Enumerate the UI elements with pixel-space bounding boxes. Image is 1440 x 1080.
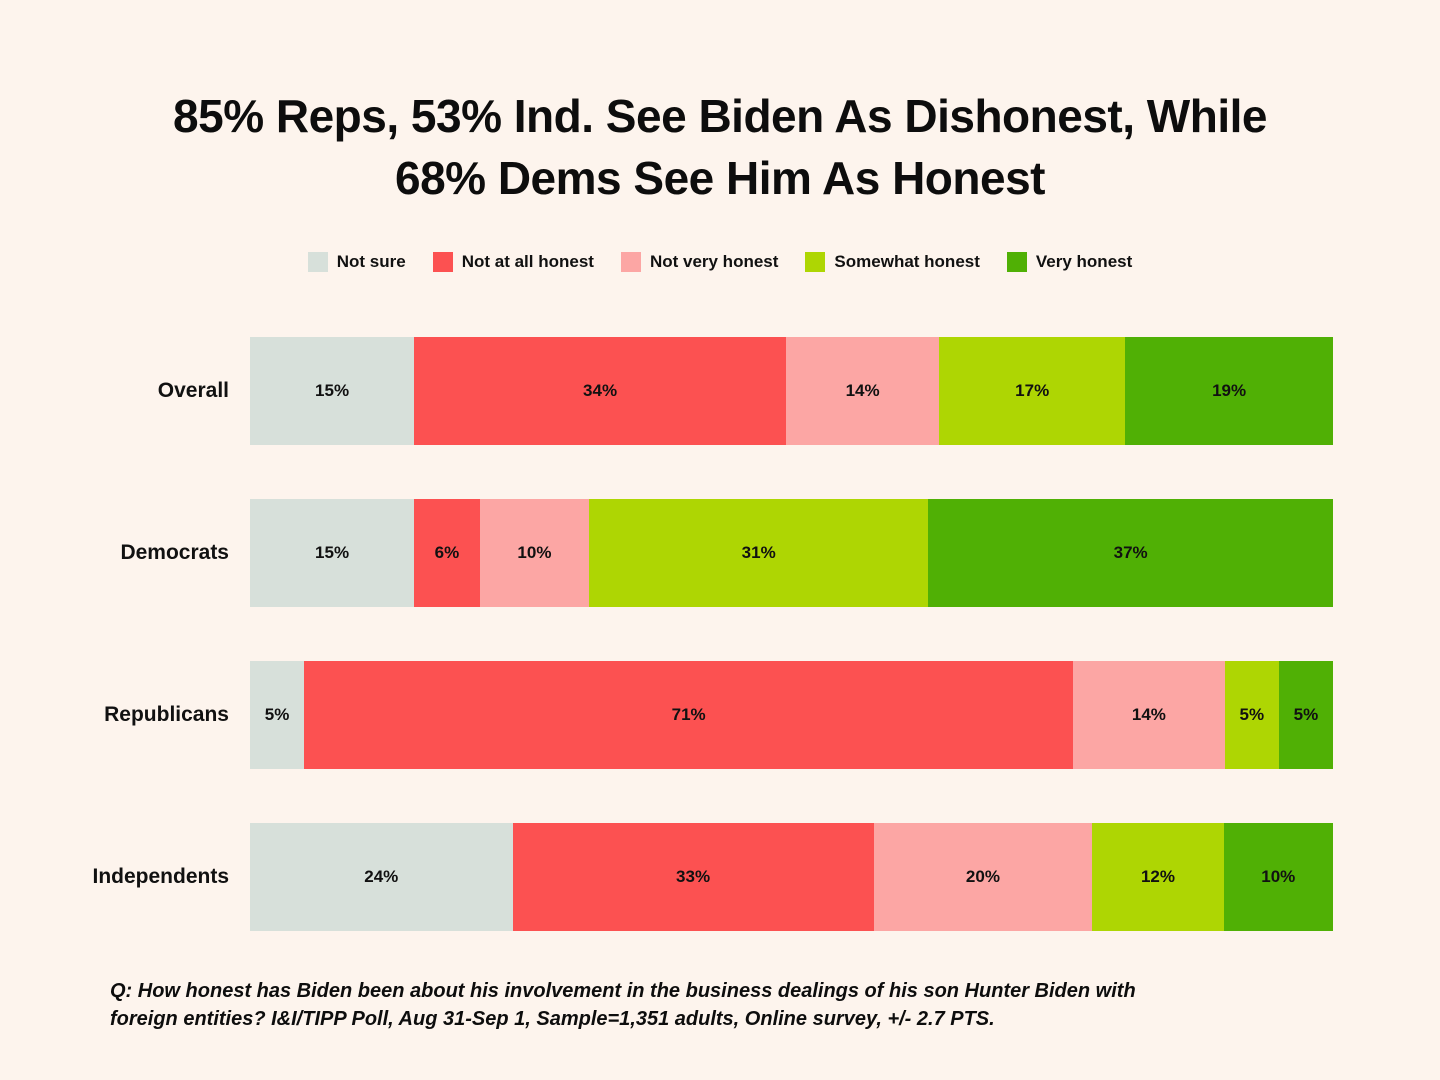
legend-swatch-icon — [432, 252, 453, 272]
bar-segment: 19% — [1125, 337, 1333, 445]
legend-swatch-icon — [307, 252, 328, 272]
bar-row: Overall 15% 34% 14% 17% 19% — [0, 337, 1333, 445]
bar-segment: 6% — [414, 499, 480, 607]
segment-value-label: 19% — [1212, 381, 1247, 400]
stacked-bar: 15% 34% 14% 17% 19% — [250, 337, 1333, 445]
bar-segment: 10% — [1223, 823, 1333, 931]
segment-value-label: 71% — [671, 705, 706, 724]
chart-title: 85% Reps, 53% Ind. See Biden As Dishones… — [60, 85, 1380, 209]
bar-segment: 31% — [589, 499, 929, 607]
stacked-bar: 15% 6% 10% 31% 37% — [250, 499, 1333, 607]
bar-segment: 14% — [786, 337, 940, 445]
bar-segment: 17% — [939, 337, 1126, 445]
bar-segment: 12% — [1092, 823, 1224, 931]
segment-value-label: 14% — [1131, 705, 1166, 724]
segment-value-label: 34% — [583, 381, 618, 400]
legend-item: Not sure — [307, 252, 406, 272]
segment-value-label: 17% — [1015, 381, 1050, 400]
row-label: Independents — [92, 865, 229, 888]
bar-segment: 5% — [1224, 661, 1279, 769]
bar-segment: 34% — [414, 337, 787, 445]
bar-segment: 71% — [304, 661, 1074, 769]
segment-value-label: 24% — [364, 867, 399, 886]
segment-value-label: 37% — [1113, 543, 1148, 562]
segment-value-label: 5% — [1239, 705, 1265, 724]
segment-value-label: 15% — [315, 543, 350, 562]
stacked-bar: 24% 33% 20% 12% 10% — [250, 823, 1333, 931]
legend-swatch-icon — [805, 252, 826, 272]
footnote-line2: foreign entities? I&I/TIPP Poll, Aug 31-… — [110, 1008, 995, 1030]
chart-title-line1: 85% Reps, 53% Ind. See Biden As Dishones… — [173, 90, 1267, 142]
segment-value-label: 14% — [845, 381, 880, 400]
bar-segment: 37% — [928, 499, 1333, 607]
chart-title-line2: 68% Dems See Him As Honest — [394, 152, 1046, 204]
bar-row: Republicans 5% 71% 14% 5% 5% — [0, 661, 1334, 769]
bar-segment: 15% — [250, 499, 415, 607]
legend: Not sure Not at all honest Not very honest… — [0, 252, 1440, 272]
bar-row: Democrats 15% 6% 10% 31% 37% — [0, 499, 1333, 607]
segment-value-label: 15% — [315, 381, 350, 400]
bar-segment: 14% — [1073, 661, 1225, 769]
stacked-bar-chart: Overall 15% 34% 14% 17% 19% Democrats 15% 6% 10% 3… — [0, 337, 1334, 931]
bar-segment: 15% — [250, 337, 415, 445]
legend-item: Not at all honest — [432, 252, 594, 272]
bar-segment: 5% — [1278, 661, 1334, 769]
stacked-bar: 5% 71% 14% 5% 5% — [250, 661, 1334, 769]
segment-value-label: 20% — [965, 867, 1000, 886]
bar-segment: 20% — [873, 823, 1093, 931]
row-label: Overall — [157, 379, 229, 402]
segment-value-label: 31% — [741, 543, 776, 562]
segment-value-label: 10% — [517, 543, 552, 562]
footnote: Q: How honest has Biden been about his i… — [110, 977, 1290, 1033]
segment-value-label: 33% — [676, 867, 711, 886]
footnote-line1: Q: How honest has Biden been about his i… — [110, 980, 1136, 1002]
row-label: Democrats — [120, 541, 229, 564]
bar-segment: 33% — [512, 823, 874, 931]
legend-swatch-icon — [1006, 252, 1027, 272]
segment-value-label: 6% — [434, 543, 460, 562]
bar-segment: 24% — [250, 823, 513, 931]
segment-value-label: 5% — [264, 705, 290, 724]
row-label: Republicans — [104, 703, 229, 726]
legend-label: Not very honest — [649, 252, 779, 271]
segment-value-label: 12% — [1140, 867, 1175, 886]
bar-row: Independents 24% 33% 20% 12% 10% — [0, 823, 1333, 931]
segment-value-label: 5% — [1293, 705, 1319, 724]
legend-label: Not sure — [336, 252, 406, 271]
legend-swatch-icon — [620, 252, 641, 272]
legend-label: Somewhat honest — [834, 252, 980, 271]
legend-item: Somewhat honest — [805, 252, 980, 272]
legend-item: Not very honest — [620, 252, 779, 272]
legend-label: Very honest — [1035, 252, 1133, 271]
legend-label: Not at all honest — [461, 252, 594, 271]
bar-segment: 10% — [479, 499, 590, 607]
bar-segment: 5% — [250, 661, 305, 769]
legend-item: Very honest — [1006, 252, 1133, 272]
segment-value-label: 10% — [1261, 867, 1296, 886]
